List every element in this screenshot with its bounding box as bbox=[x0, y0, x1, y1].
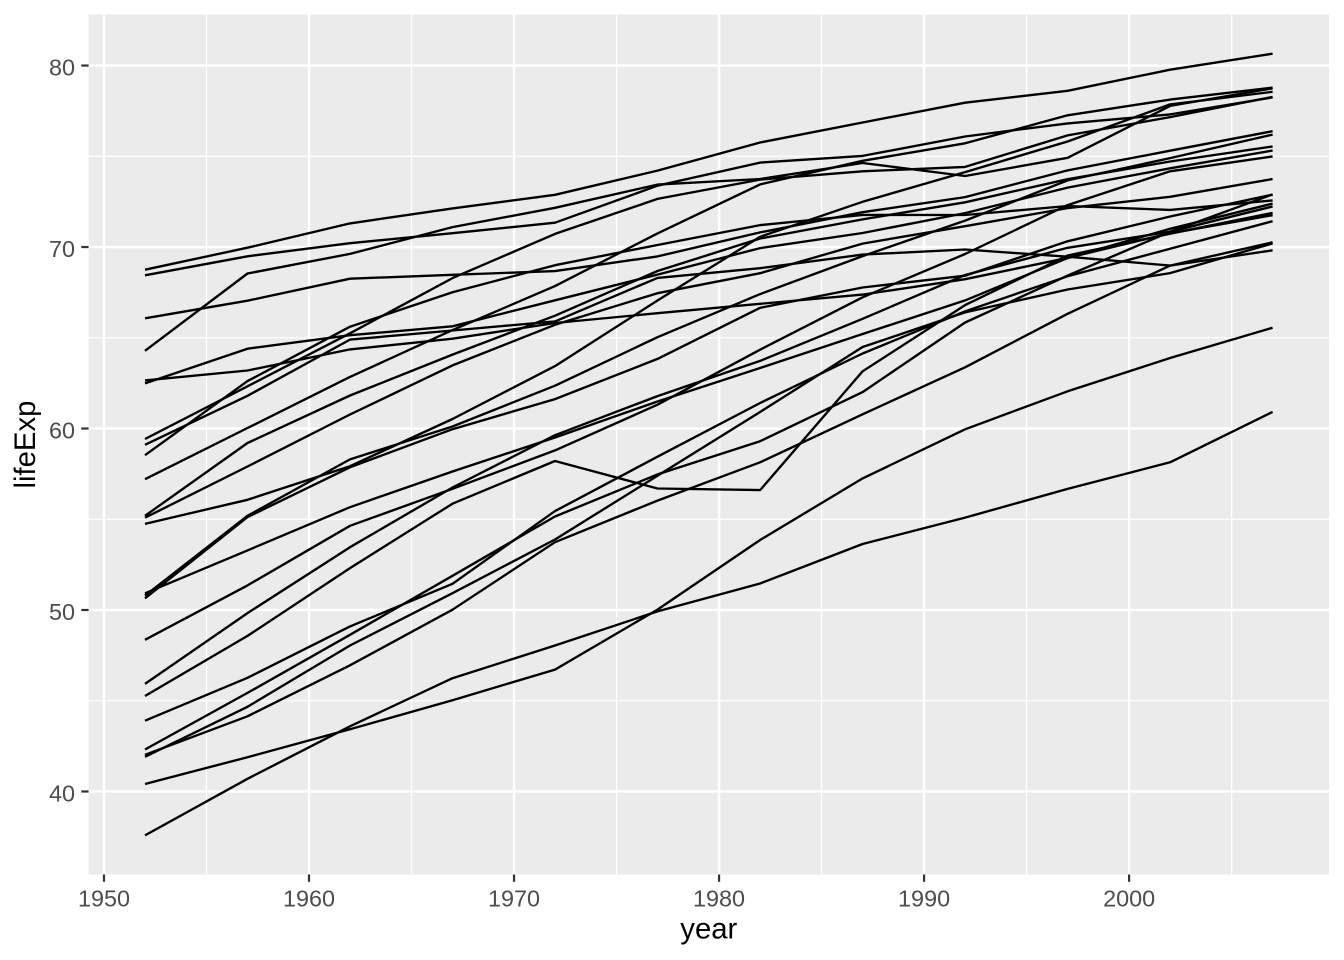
svg-text:60: 60 bbox=[49, 418, 75, 444]
svg-text:1960: 1960 bbox=[283, 885, 335, 911]
svg-text:1990: 1990 bbox=[898, 885, 950, 911]
svg-text:80: 80 bbox=[49, 55, 75, 81]
svg-text:70: 70 bbox=[49, 236, 75, 262]
svg-text:1970: 1970 bbox=[488, 885, 540, 911]
svg-text:lifeExp: lifeExp bbox=[9, 401, 42, 489]
svg-text:1950: 1950 bbox=[78, 885, 130, 911]
svg-text:40: 40 bbox=[49, 781, 75, 807]
svg-text:year: year bbox=[680, 913, 737, 946]
svg-text:1980: 1980 bbox=[693, 885, 745, 911]
svg-text:2000: 2000 bbox=[1103, 885, 1155, 911]
svg-text:50: 50 bbox=[49, 599, 75, 625]
